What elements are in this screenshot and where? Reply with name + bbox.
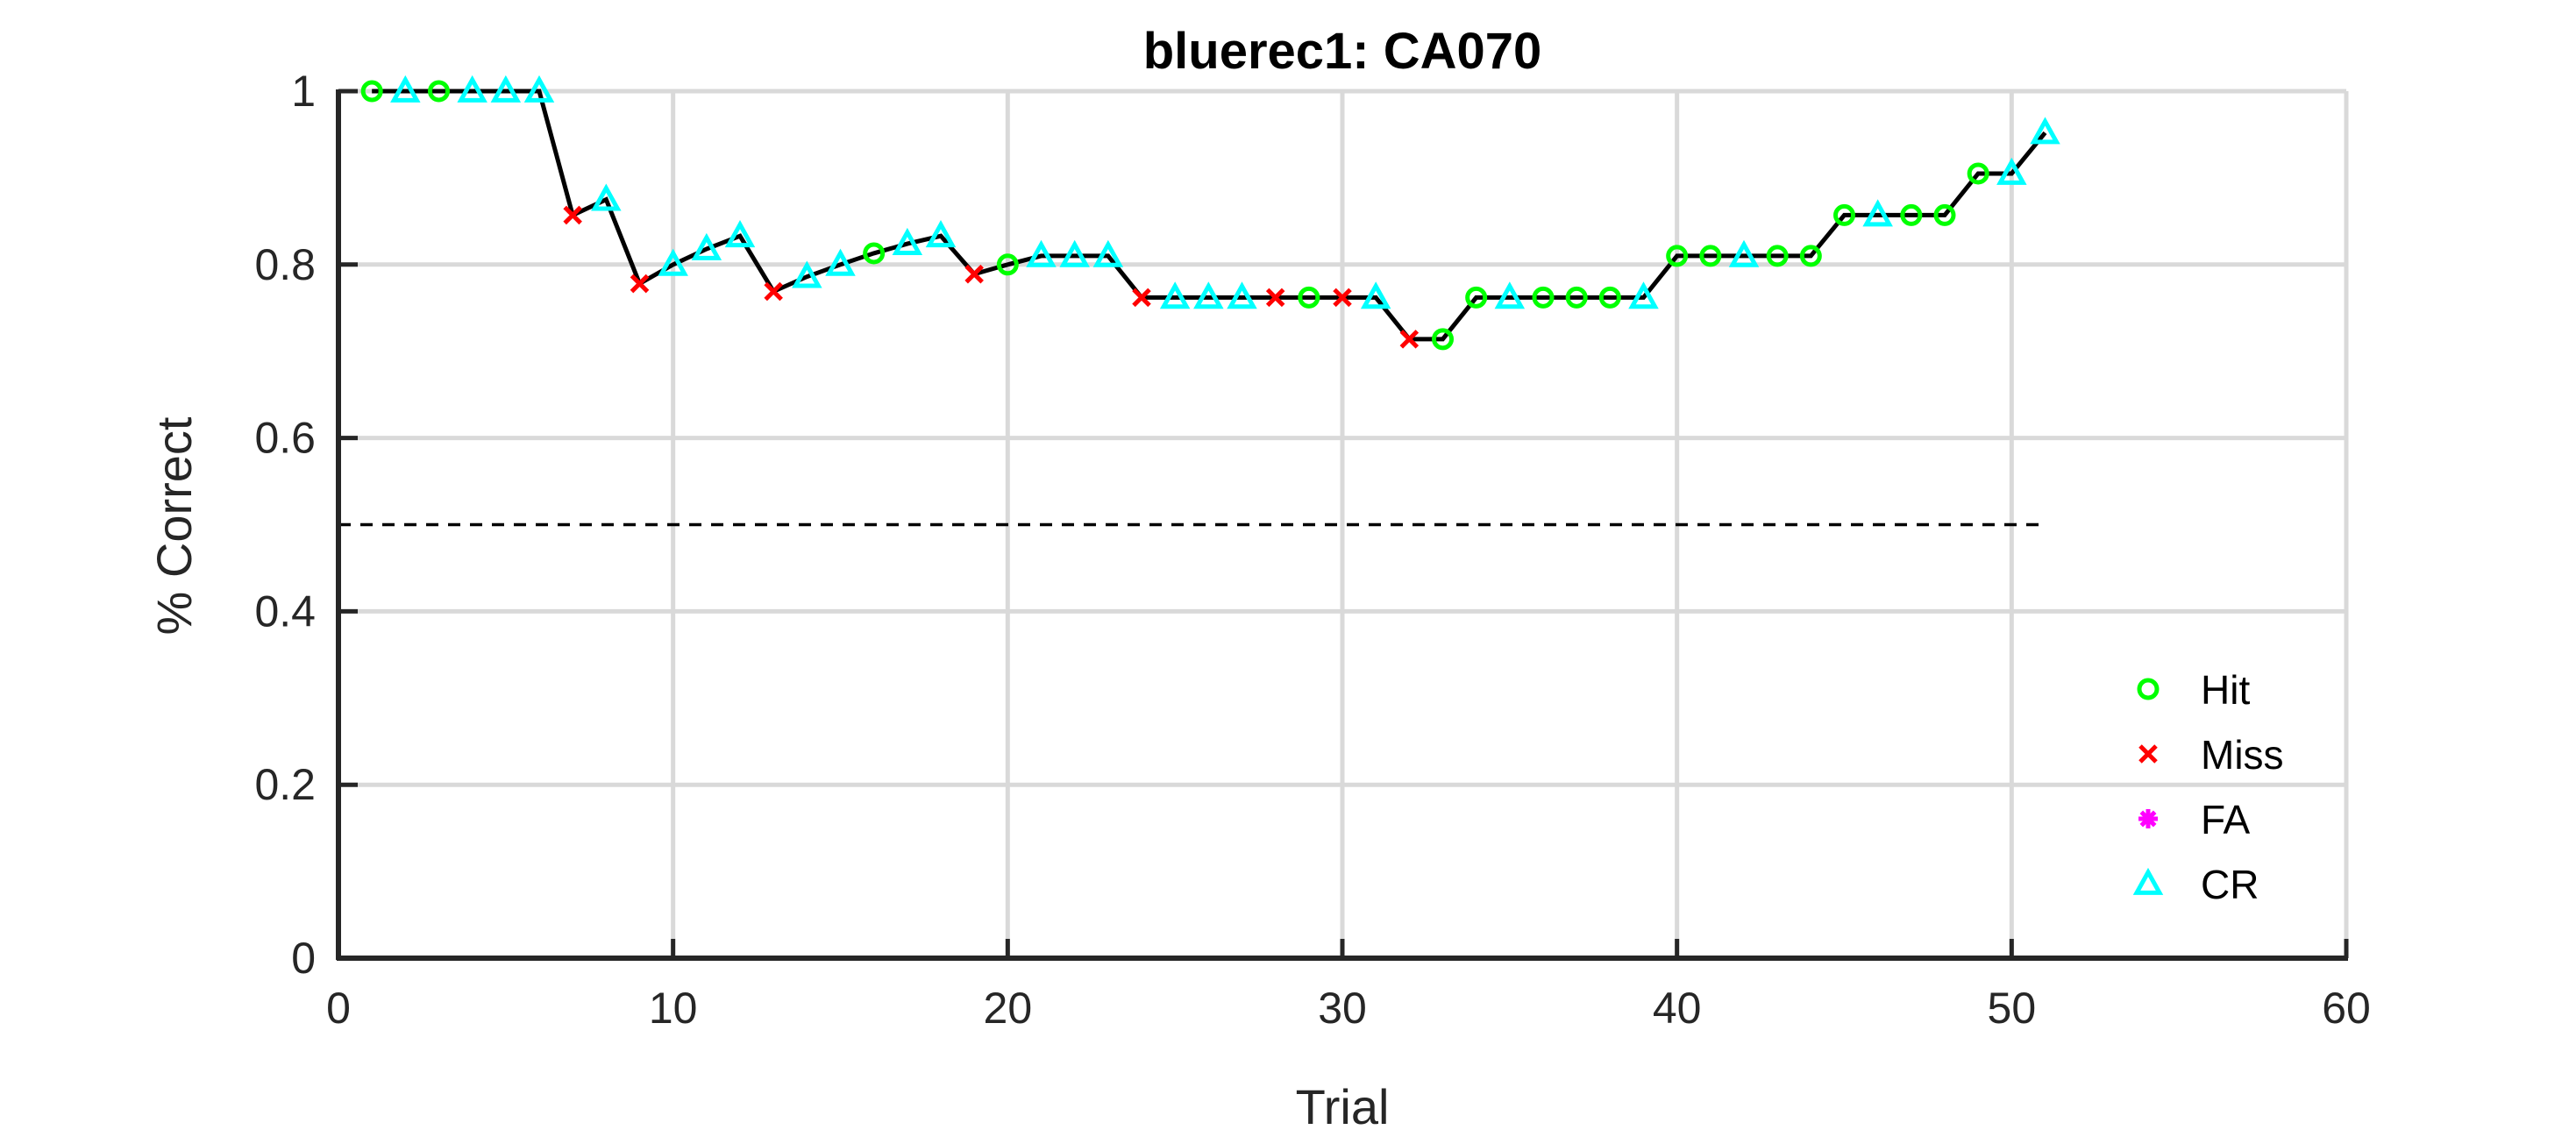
- x-tick-label: 50: [1988, 984, 2037, 1033]
- data-point-miss: [563, 205, 582, 225]
- data-point-cr: [1159, 281, 1191, 309]
- legend-item-fa: FA: [2138, 797, 2251, 842]
- x-tick-label: 60: [2322, 984, 2371, 1033]
- data-point-miss: [1399, 330, 1420, 349]
- data-point-cr: [1494, 281, 1526, 309]
- data-point-hit: [360, 80, 383, 103]
- data-point-cr: [724, 220, 756, 248]
- data-point-cr: [691, 232, 722, 260]
- y-axis-label: % Correct: [146, 416, 202, 635]
- y-tick-label: 0.6: [254, 414, 316, 463]
- data-point-cr: [1996, 157, 2027, 185]
- legend-item-cr: CR: [2132, 862, 2259, 907]
- y-tick-label: 0.4: [254, 586, 316, 636]
- x-tick-labels: 0 10 20 30 40 50 60: [326, 984, 2371, 1033]
- legend: Hit Miss FA CR: [2132, 667, 2284, 907]
- data-point-miss: [1333, 288, 1352, 308]
- data-point-hit: [1699, 245, 1722, 267]
- data-point-cr: [1227, 281, 1257, 309]
- y-tick-label: 0.8: [254, 240, 316, 289]
- data-point-cr: [792, 260, 822, 288]
- data-point-hit: [1532, 286, 1555, 309]
- data-point-hit: [428, 80, 450, 103]
- x-tick-label: 40: [1653, 984, 1702, 1033]
- y-tick-label: 1: [291, 67, 316, 116]
- data-point-cr: [490, 75, 522, 103]
- data-point-hit: [1432, 328, 1454, 351]
- data-point-hit: [1933, 203, 1956, 226]
- data-point-cr: [925, 220, 957, 248]
- data-point-cr: [1193, 281, 1224, 309]
- x-tick-label: 20: [984, 984, 1033, 1033]
- data-point-cr: [1092, 239, 1124, 267]
- data-point-hit: [1833, 203, 1855, 226]
- legend-marker-miss: [2138, 744, 2158, 764]
- data-point-miss: [964, 264, 984, 284]
- legend-marker-hit: [2137, 678, 2160, 700]
- data-markers: [360, 75, 2060, 351]
- data-point-hit: [1598, 286, 1621, 309]
- data-point-cr: [390, 75, 421, 103]
- legend-label: Hit: [2201, 667, 2250, 713]
- data-point-hit: [1565, 286, 1588, 309]
- data-point-cr: [2030, 117, 2060, 145]
- data-point-hit: [1967, 162, 1989, 185]
- data-point-cr: [1862, 199, 1893, 227]
- data-point-miss: [764, 281, 783, 302]
- legend-item-miss: Miss: [2138, 732, 2284, 778]
- axes: [336, 89, 2349, 961]
- data-point-cr: [1360, 281, 1391, 309]
- legend-label: CR: [2201, 862, 2259, 907]
- data-point-cr: [1059, 239, 1090, 267]
- data-point-cr: [1628, 281, 1659, 309]
- data-point-hit: [1900, 203, 1923, 226]
- data-point-cr: [591, 183, 622, 211]
- data-point-miss: [1132, 288, 1151, 308]
- data-point-cr: [457, 75, 487, 103]
- legend-marker-fa: [2138, 809, 2158, 828]
- data-point-hit: [1799, 245, 1822, 267]
- legend-marker-cr: [2132, 867, 2164, 895]
- data-point-hit: [1766, 245, 1789, 267]
- data-point-miss: [630, 274, 650, 294]
- x-tick-label: 10: [649, 984, 698, 1033]
- x-tick-label: 30: [1318, 984, 1367, 1033]
- x-tick-label: 0: [326, 984, 351, 1033]
- data-point-cr: [523, 75, 555, 103]
- data-point-cr: [825, 248, 856, 276]
- data-point-hit: [1465, 286, 1488, 309]
- performance-line: [372, 89, 2047, 342]
- data-point-hit: [1666, 245, 1689, 267]
- data-line-group: [372, 89, 2047, 342]
- y-tick-labels: 0 0.2 0.4 0.6 0.8 1: [254, 67, 316, 983]
- legend-label: Miss: [2201, 732, 2284, 778]
- legend-item-hit: Hit: [2137, 667, 2250, 713]
- legend-label: FA: [2201, 797, 2251, 842]
- x-axis-label: Trial: [1296, 1079, 1390, 1134]
- data-point-hit: [1298, 286, 1320, 309]
- data-point-miss: [1265, 288, 1285, 308]
- data-point-cr: [1026, 239, 1057, 267]
- chart-title: bluerec1: CA070: [1143, 23, 1542, 80]
- data-point-cr: [892, 227, 923, 255]
- y-tick-label: 0.2: [254, 760, 316, 809]
- y-tick-label: 0: [291, 934, 316, 983]
- data-point-hit: [996, 253, 1019, 276]
- data-point-cr: [1728, 239, 1760, 267]
- data-point-cr: [658, 248, 688, 276]
- data-point-hit: [863, 242, 886, 265]
